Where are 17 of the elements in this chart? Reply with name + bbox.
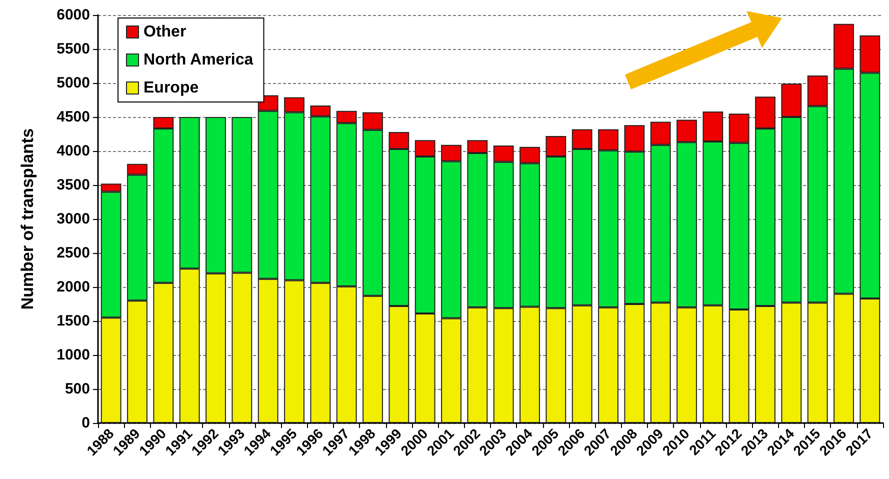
y-tick-label: 1500 (56, 312, 90, 330)
y-tick-label: 2000 (56, 278, 90, 296)
y-tick-label: 1000 (56, 346, 90, 364)
y-tick-label: 6000 (56, 6, 90, 24)
y-tick-label: 4000 (56, 142, 90, 160)
y-tick-label: 3000 (56, 210, 90, 228)
y-axis-title: Number of transplants (18, 128, 37, 310)
y-tick-label: 3500 (56, 176, 90, 194)
y-tick-label: 4500 (56, 108, 90, 126)
y-tick-label: 5000 (56, 74, 90, 92)
legend-label: Other (144, 24, 186, 40)
y-tick-label: 0 (82, 414, 90, 432)
y-tick-label: 2500 (56, 244, 90, 262)
legend-label: Europe (144, 80, 199, 96)
y-tick-label: 5500 (56, 40, 90, 58)
y-tick-label: 500 (64, 380, 90, 398)
legend-label: North America (144, 52, 254, 68)
